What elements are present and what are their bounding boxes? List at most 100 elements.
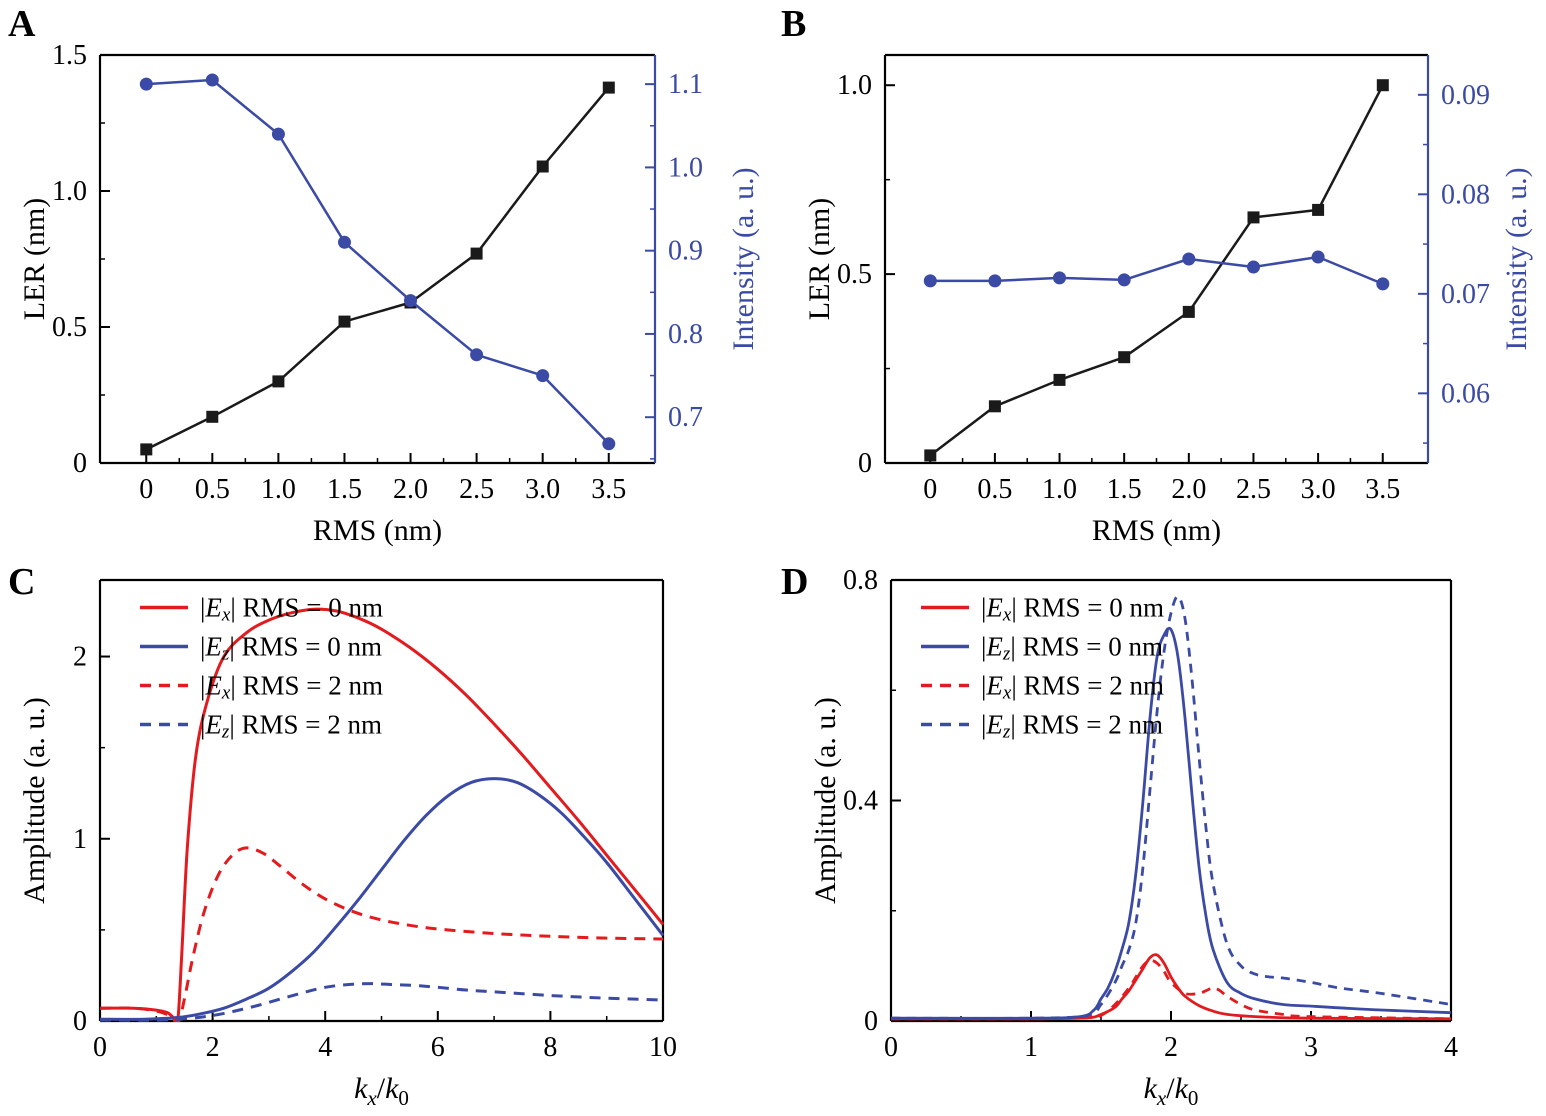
marker-square [1376,79,1389,92]
chart-text: 3.0 [525,474,560,505]
chart-text: |Ez| RMS = 2 nm [200,710,382,743]
panel-c: C 0 2 4 6 8 10 kx/k0 0 1 2 Amplitude (a. u.) |Ex| R… [0,558,773,1116]
chart-text: 2 [206,1032,220,1063]
marker-circle [536,369,550,383]
chart-text: kx/k0 [354,1072,409,1110]
panel-c-chart: 0 2 4 6 8 10 kx/k0 0 1 2 Amplitude (a. u.) |Ex| RMS… [18,578,677,1110]
chart-text: 0.08 [1441,179,1490,210]
marker-circle [271,127,285,141]
chart-text: 2.0 [393,474,428,505]
chart-text: |Ez| RMS = 2 nm [981,710,1163,743]
marker-circle [205,73,219,87]
marker-circle [988,274,1002,288]
marker-circle [602,437,616,451]
series-ex-rms0 [99,607,664,1022]
marker-circle [1053,271,1066,285]
marker-circle [470,348,484,362]
chart-text: 0.8 [843,565,878,596]
marker-square [602,81,615,94]
chart-text: |Ex| RMS = 0 nm [981,593,1164,626]
chart-text: RMS (nm) [1092,514,1221,547]
panel-d: D 0 1 2 3 4 kx/k0 0 0.4 0.8 Amplitude (a. u.) |Ex|… [773,558,1546,1116]
chart-text: |Ex| RMS = 0 nm [200,593,383,626]
series-ler [929,84,1384,457]
chart-text: 1.5 [327,474,362,505]
chart-text: 1.5 [1107,474,1142,505]
panel-label-d: D [781,561,809,603]
panel-label-a: A [8,3,36,45]
marker-square [1053,373,1066,386]
chart-text: 10 [649,1032,677,1063]
panel-a: A 0 0.5 1.0 1.5 2.0 2.5 3.0 3.5 RMS (nm) 0 0.5 1.0 1… [0,0,773,558]
series-intensity [930,255,1384,286]
series-ez-rms0 [99,777,664,1021]
chart-text: 0 [884,1032,898,1063]
panel-b-chart: 0 0.5 1.0 1.5 2.0 2.5 3.0 3.5 RMS (nm) 0 0.5 1.0 LER… [803,53,1533,547]
chart-text: LER (nm) [803,198,836,320]
series-ler [145,86,610,451]
panel-d-chart: 0 1 2 3 4 kx/k0 0 0.4 0.8 Amplitude (a. u.) |Ex| R… [809,565,1459,1111]
marker-square [470,247,483,260]
chart-text: 0 [73,1006,87,1037]
marker-square [924,449,937,462]
chart-text: 3.0 [1301,474,1336,505]
chart-text: 1.1 [668,69,703,100]
marker-square [1118,351,1131,364]
marker-square [272,375,285,388]
chart-text: 0.5 [837,259,872,290]
chart-text: kx/k0 [1144,1072,1199,1110]
series-intensity [146,78,610,445]
marker-circle [404,294,417,308]
series-ez-rms0 [890,626,1452,1020]
marker-circle [1311,250,1325,264]
chart-text: 1.0 [668,152,703,183]
chart-text: 0.07 [1441,278,1490,309]
chart-text: 1.0 [837,70,872,101]
marker-circle [139,77,153,91]
chart-text: 2 [73,641,87,672]
chart-text: 4 [318,1032,332,1063]
panel-a-chart: 0 0.5 1.0 1.5 2.0 2.5 3.0 3.5 RMS (nm) 0 0.5 1.0 1.5… [18,40,760,548]
series-ez-rms2 [890,595,1452,1020]
chart-text: 3.5 [1365,474,1400,505]
series-ez-rms2 [99,982,664,1022]
chart-text: 0 [139,474,153,505]
chart-text: 0.5 [195,474,230,505]
marker-square [1312,203,1325,216]
chart-text: 6 [431,1032,445,1063]
chart-text: 0.9 [668,235,703,266]
marker-circle [1117,273,1131,287]
chart-text: |Ex| RMS = 2 nm [981,671,1164,704]
marker-circle [1376,277,1390,291]
chart-text: 0 [864,1006,878,1037]
marker-circle [1182,252,1196,266]
chart-text: Amplitude (a. u.) [18,697,51,904]
chart-text: 2 [1164,1032,1178,1063]
marker-square [536,160,549,173]
chart-text: |Ez| RMS = 0 nm [981,632,1163,665]
chart-text: Amplitude (a. u.) [809,697,842,904]
chart-text: 2.5 [1236,474,1271,505]
chart-text: 1.0 [261,474,296,505]
marker-square [206,410,219,423]
chart-text: RMS (nm) [313,514,442,547]
chart-text: 0.7 [668,402,703,433]
marker-square [1247,211,1260,224]
marker-square [988,400,1001,413]
series-ex-rms0 [890,953,1452,1021]
chart-text: 0.8 [668,318,703,349]
marker-square [140,443,153,456]
chart-text: 1 [1024,1032,1038,1063]
chart-text: 0 [858,448,872,479]
chart-text: 1 [73,823,87,854]
chart-text: 0.5 [52,312,87,343]
chart-text: 0 [73,448,87,479]
chart-text: 0.06 [1441,378,1490,409]
chart-text: 4 [1444,1032,1458,1063]
marker-circle [923,274,937,288]
marker-square [1182,305,1195,318]
chart-text: 1.0 [52,176,87,207]
chart-text: 8 [543,1032,557,1063]
chart-text: 0 [923,474,937,505]
